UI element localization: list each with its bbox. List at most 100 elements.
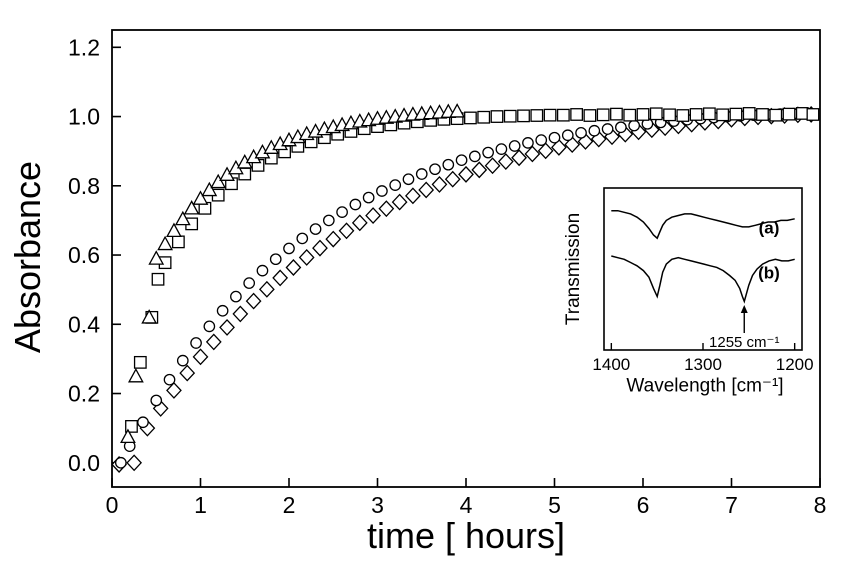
circle-marker [322, 214, 335, 227]
diamond-marker [524, 145, 541, 163]
square-marker [756, 108, 769, 121]
square-marker [806, 108, 820, 121]
square-marker [556, 108, 570, 122]
diamond-marker [312, 239, 328, 257]
diamond-marker [285, 259, 302, 276]
diamond-marker [205, 333, 222, 351]
annotation-arrow-head-icon [740, 305, 748, 313]
diamond-marker [126, 454, 143, 472]
circle-marker [190, 337, 202, 349]
circle-marker [269, 253, 282, 266]
square-marker [729, 107, 743, 121]
diamond-marker [511, 149, 527, 167]
circle-marker [362, 191, 375, 204]
diamond-marker [272, 269, 289, 287]
diamond-marker [245, 292, 262, 310]
y-tick-label: 0.0 [68, 450, 100, 476]
circle-marker [243, 277, 256, 289]
triangle-marker [148, 250, 165, 265]
y-tick-label: 1.2 [68, 34, 100, 60]
inset-curve-b [611, 255, 795, 304]
square-marker [583, 109, 597, 122]
circle-marker [176, 354, 189, 367]
circle-marker [548, 131, 561, 144]
square-marker [151, 272, 165, 286]
x-tick-label: 5 [548, 492, 561, 518]
circle-marker [230, 290, 242, 303]
square-marker [477, 110, 491, 124]
circle-marker [628, 119, 641, 132]
square-marker [490, 110, 504, 123]
diamond-marker [179, 364, 196, 382]
circle-marker [482, 146, 494, 159]
y-axis-ticks: 0.0 0.2 0.4 0.6 0.8 1.0 1.2 [68, 34, 121, 476]
inset-curve-a [611, 209, 795, 240]
inset-y-axis-label: Transmission [563, 212, 584, 326]
square-marker [530, 109, 544, 122]
triangle-marker [128, 367, 144, 383]
y-tick-label: 0.2 [68, 381, 100, 407]
x-tick-label: 7 [725, 492, 738, 518]
circle-marker [402, 173, 415, 186]
square-marker [570, 108, 584, 121]
circle-marker [615, 121, 627, 134]
inset-x-tick-label: 1300 [684, 355, 722, 374]
circle-marker [349, 198, 362, 211]
square-marker [543, 108, 557, 122]
diamond-marker [405, 187, 421, 205]
square-marker [610, 107, 623, 121]
circle-marker [535, 134, 548, 146]
circle-marker [283, 242, 295, 255]
diamond-marker [471, 161, 488, 179]
circle-marker [442, 158, 455, 171]
square-marker [795, 107, 809, 120]
square-marker [649, 107, 663, 121]
diamond-marker [258, 280, 275, 298]
square-marker [663, 108, 676, 122]
y-axis-label: Absorbance [7, 160, 48, 354]
x-tick-label: 4 [460, 492, 473, 518]
circle-marker [415, 168, 428, 180]
diamond-marker [497, 153, 514, 171]
diamond-marker [351, 214, 368, 232]
diamond-marker [365, 207, 381, 225]
circle-marker [150, 394, 163, 407]
triangle-marker [192, 190, 209, 205]
y-tick-label: 0.4 [68, 311, 100, 337]
triangle-marker [183, 200, 200, 215]
x-tick-label: 8 [814, 492, 827, 518]
circle-marker [495, 143, 508, 155]
circle-marker [203, 320, 216, 333]
x-tick-label: 2 [283, 492, 296, 518]
circle-marker [137, 416, 149, 429]
diamond-marker [219, 318, 235, 336]
circle-marker [256, 264, 269, 277]
circle-marker [163, 373, 176, 386]
x-tick-label: 3 [371, 492, 384, 518]
x-axis-ticks: 0 1 2 3 4 5 6 7 8 [106, 478, 827, 518]
triangle-marker [157, 235, 173, 251]
diamond-marker [325, 230, 342, 248]
circle-marker [389, 179, 402, 191]
square-marker [716, 108, 730, 122]
inset-curve-label-a: (a) [759, 218, 780, 237]
circle-marker [468, 150, 481, 163]
x-tick-label: 6 [637, 492, 650, 518]
circle-marker [309, 223, 322, 235]
diamond-marker [458, 165, 474, 183]
square-marker [623, 108, 637, 122]
circle-marker [522, 137, 534, 149]
square-marker [517, 109, 530, 123]
diamond-marker [418, 181, 435, 199]
diamond-marker [537, 142, 554, 160]
square-marker [125, 420, 138, 433]
square-marker [171, 235, 185, 249]
circle-marker [575, 126, 587, 139]
inset-chart: (a) (b) 1400 1300 1200 1255 cm⁻¹ [556, 178, 818, 406]
square-marker [464, 111, 477, 125]
x-axis-label: time [ hours] [366, 515, 566, 556]
circle-marker [588, 124, 601, 137]
triangle-marker [449, 103, 466, 118]
